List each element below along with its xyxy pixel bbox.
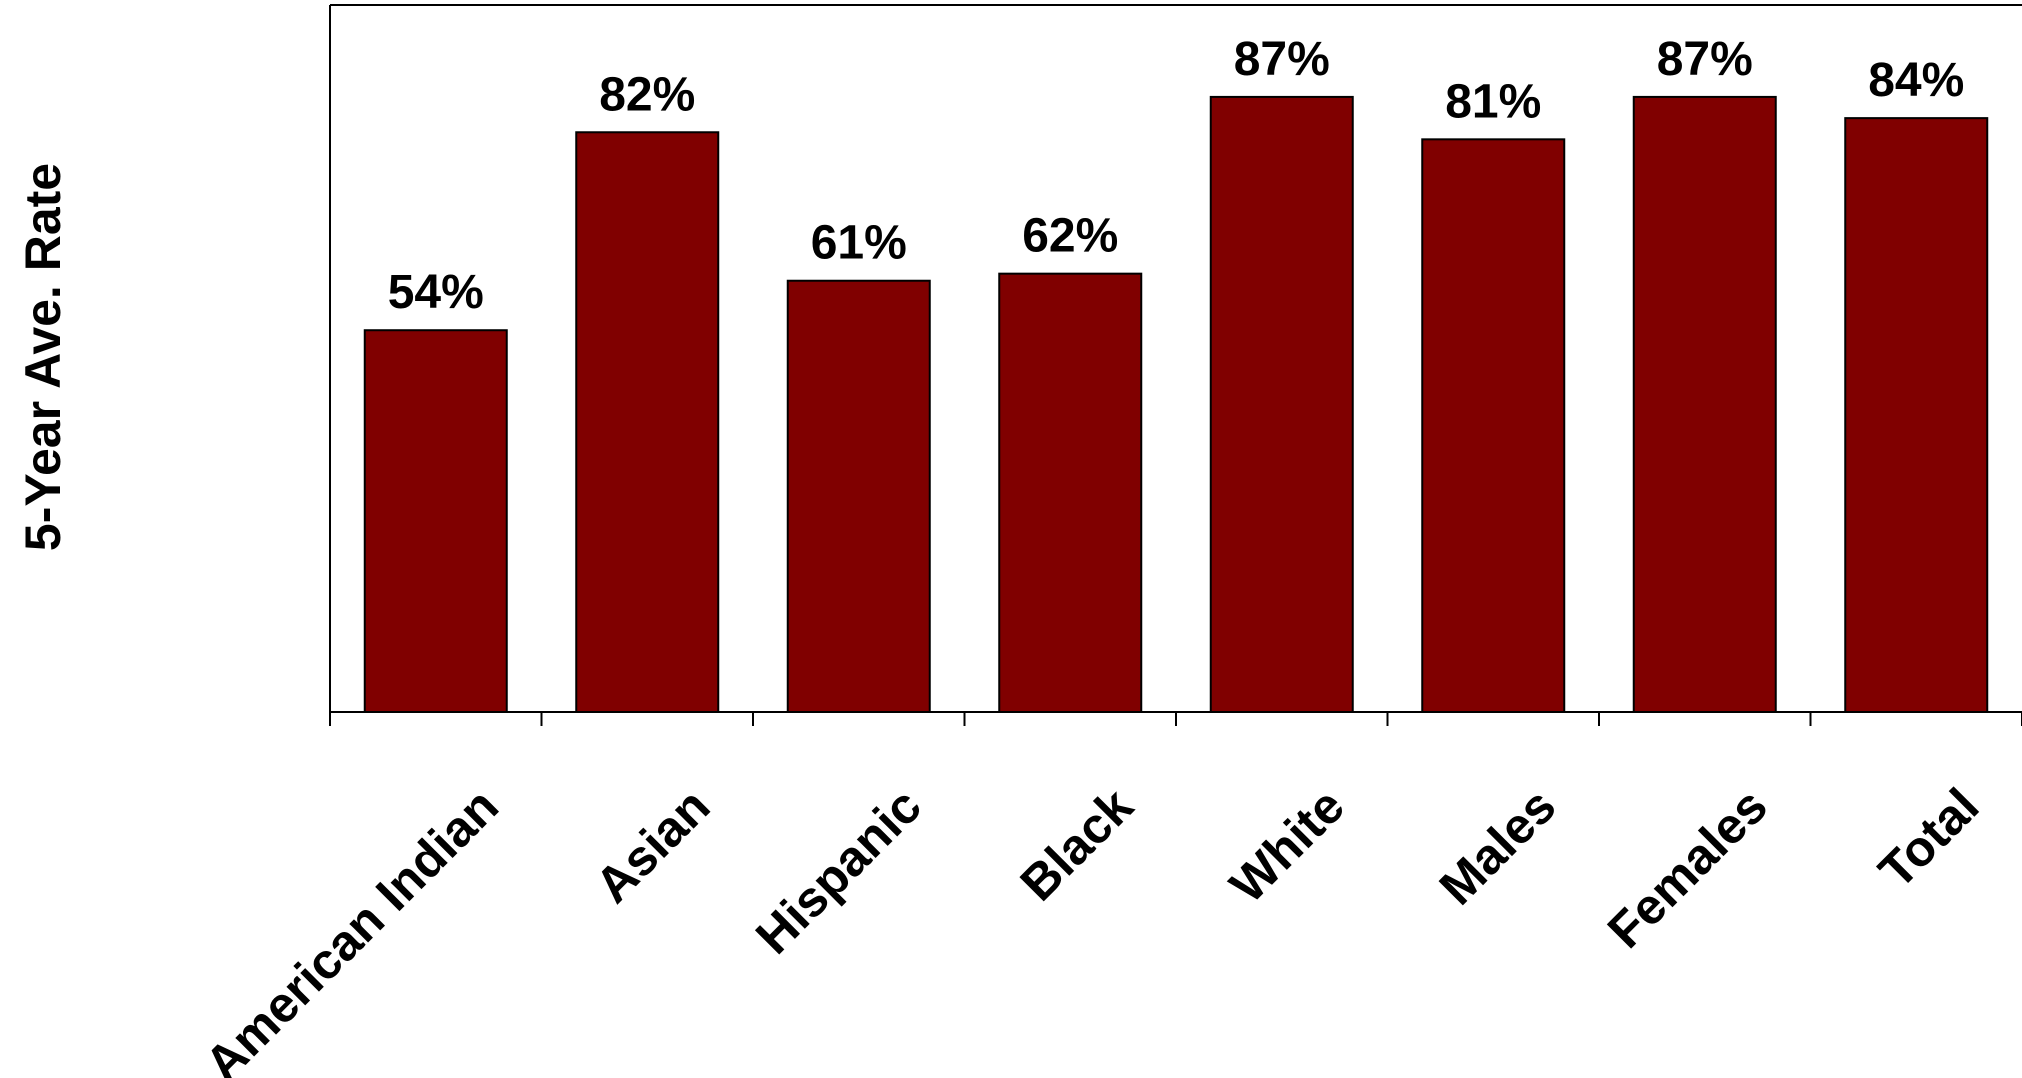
data-label: 87% (1657, 33, 1753, 86)
data-label: 82% (599, 68, 695, 121)
bar (1421, 138, 1566, 713)
data-label: 54% (388, 266, 484, 319)
bar (575, 131, 720, 713)
bar (1209, 95, 1354, 714)
y-axis-title: 5-Year Ave. Rate (15, 163, 71, 551)
bar (1844, 117, 1989, 714)
category-label: American Indian (194, 778, 509, 1078)
data-label: 87% (1234, 33, 1330, 86)
category-label: Total (1868, 778, 1989, 899)
category-label: Black (1010, 778, 1144, 912)
data-label: 62% (1022, 210, 1118, 263)
data-label: 84% (1868, 54, 1964, 107)
bar (786, 279, 931, 713)
category-label: Hispanic (745, 778, 932, 965)
category-label: Females (1597, 778, 1778, 959)
data-label: 61% (811, 217, 907, 270)
category-label: Males (1429, 778, 1567, 916)
category-label: Asian (585, 778, 721, 914)
category-label: White (1219, 778, 1355, 914)
bar (363, 329, 508, 713)
bar (998, 272, 1143, 713)
plot-area: 54% American Indian 82% Asian 61% Hispanic 62%… (194, 4, 2022, 1078)
data-label: 81% (1445, 75, 1541, 128)
bar (1632, 95, 1777, 714)
